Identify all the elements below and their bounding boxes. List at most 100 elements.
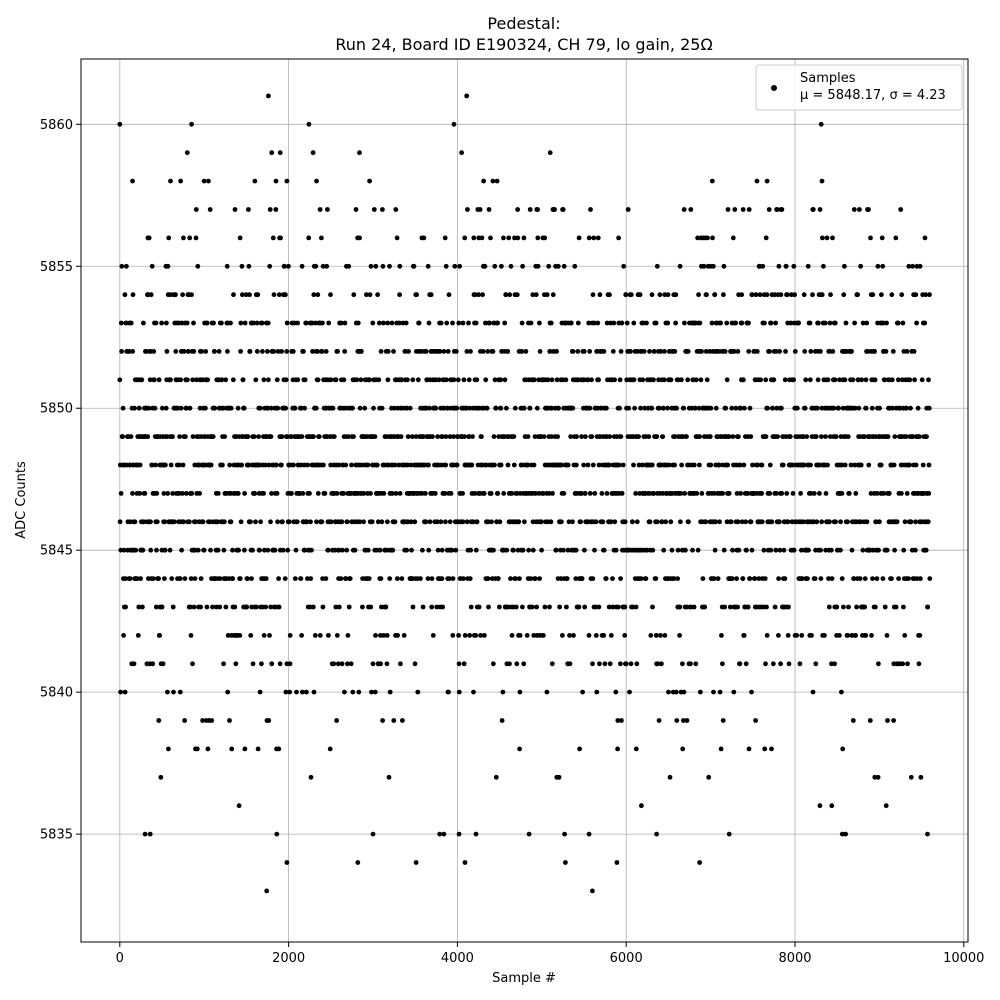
- data-point: [697, 462, 702, 468]
- data-point: [722, 349, 728, 354]
- data-point: [837, 633, 842, 638]
- data-point: [404, 405, 410, 411]
- data-point: [342, 349, 348, 354]
- data-point: [219, 320, 224, 326]
- data-point: [829, 576, 835, 581]
- data-point: [482, 633, 487, 638]
- data-point: [245, 576, 250, 581]
- data-point: [450, 576, 456, 581]
- data-point: [486, 207, 492, 212]
- data-point: [342, 320, 348, 326]
- data-point: [535, 263, 541, 269]
- data-point: [777, 547, 783, 553]
- data-point: [673, 689, 679, 695]
- data-point: [405, 434, 411, 439]
- data-point: [842, 377, 848, 383]
- data-point: [869, 633, 874, 638]
- data-point: [896, 576, 901, 581]
- data-point: [283, 689, 289, 695]
- data-point: [444, 377, 449, 383]
- data-point: [180, 292, 186, 298]
- data-point: [595, 235, 601, 241]
- data-point: [849, 349, 854, 354]
- data-point: [819, 434, 824, 439]
- data-point: [862, 604, 868, 610]
- data-point: [527, 405, 533, 411]
- data-point: [590, 292, 596, 298]
- data-point: [600, 519, 606, 525]
- data-point: [819, 519, 825, 525]
- data-point: [851, 576, 857, 581]
- data-point: [525, 462, 531, 468]
- data-point: [292, 405, 298, 411]
- data-point: [440, 604, 445, 610]
- data-point: [280, 547, 286, 553]
- data-point: [275, 349, 281, 354]
- data-point: [570, 349, 576, 354]
- y-tick-label: 5860: [40, 118, 73, 133]
- data-point: [243, 292, 249, 298]
- data-point: [378, 349, 384, 354]
- data-point: [299, 263, 305, 269]
- data-point: [926, 405, 932, 411]
- data-point: [434, 604, 440, 610]
- data-point: [698, 377, 704, 383]
- data-point: [160, 405, 165, 411]
- data-point: [175, 405, 181, 411]
- data-point: [625, 207, 631, 212]
- data-point: [628, 349, 633, 354]
- data-point: [662, 633, 668, 638]
- data-point: [487, 320, 492, 326]
- data-point: [311, 292, 317, 298]
- data-point: [347, 576, 353, 581]
- data-point: [530, 547, 536, 553]
- data-point: [631, 462, 636, 468]
- data-point: [371, 207, 377, 212]
- data-point: [349, 462, 354, 468]
- data-point: [797, 661, 803, 667]
- data-point: [907, 377, 913, 383]
- data-point: [286, 263, 291, 269]
- data-point: [564, 576, 570, 581]
- data-point: [683, 547, 688, 553]
- data-point: [170, 491, 176, 496]
- data-point: [857, 207, 862, 212]
- data-point: [877, 405, 882, 411]
- data-point: [124, 263, 129, 269]
- data-point: [287, 633, 293, 638]
- data-point: [370, 831, 376, 837]
- data-point: [484, 405, 490, 411]
- data-point: [808, 491, 814, 496]
- data-point: [917, 434, 922, 439]
- y-tick-label: 5840: [40, 686, 73, 701]
- data-point: [902, 633, 908, 638]
- data-point: [357, 519, 363, 525]
- data-point: [358, 462, 364, 468]
- data-point: [582, 491, 588, 496]
- data-point: [643, 576, 649, 581]
- data-point: [851, 207, 857, 212]
- data-point: [187, 405, 193, 411]
- data-point: [398, 434, 404, 439]
- data-point: [738, 491, 743, 496]
- data-point: [825, 377, 831, 383]
- data-point: [521, 235, 527, 241]
- data-point: [443, 519, 448, 525]
- data-point: [338, 576, 344, 581]
- data-point: [794, 633, 799, 638]
- data-point: [271, 292, 277, 298]
- data-point: [117, 121, 123, 127]
- data-point: [343, 462, 349, 468]
- data-point: [891, 718, 896, 723]
- data-point: [607, 434, 613, 439]
- data-point: [446, 576, 452, 581]
- data-point: [177, 434, 183, 439]
- data-point: [730, 434, 736, 439]
- data-point: [672, 462, 677, 468]
- data-point: [681, 718, 686, 723]
- data-point: [579, 491, 584, 496]
- data-point: [619, 718, 624, 723]
- data-point: [889, 576, 894, 581]
- data-point: [661, 405, 666, 411]
- data-point: [467, 576, 473, 581]
